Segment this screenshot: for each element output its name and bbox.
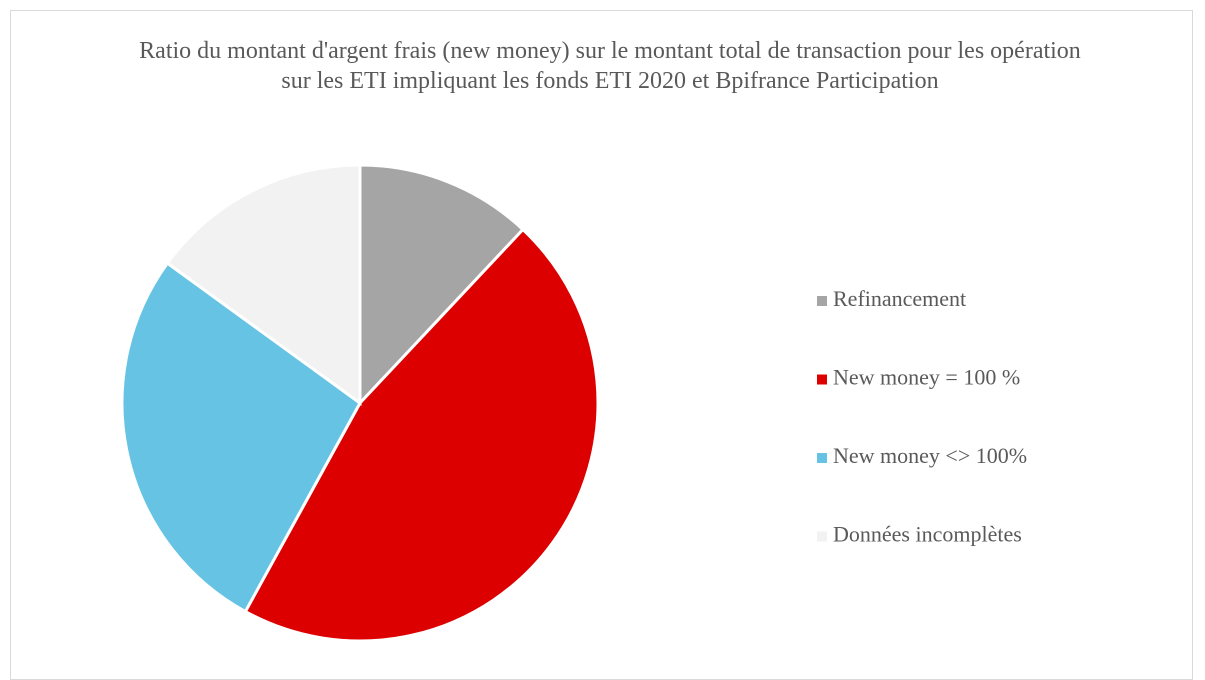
legend-label: New money <> 100% [833, 443, 1027, 468]
pie-slice [358, 163, 526, 407]
legend-marker [817, 296, 827, 306]
chart-title: Ratio du montant d'argent frais (new mon… [139, 38, 1081, 94]
legend-marker [817, 531, 827, 542]
pie-slice [120, 261, 362, 614]
legend-label: Données incomplètes [833, 522, 1022, 547]
legend-label: New money = 100 % [833, 365, 1020, 390]
pie-slice [243, 227, 600, 643]
legend-marker [817, 374, 827, 385]
legend-label: Refinancement [833, 286, 966, 311]
pie-slice [165, 163, 362, 406]
legend-marker [817, 453, 827, 463]
